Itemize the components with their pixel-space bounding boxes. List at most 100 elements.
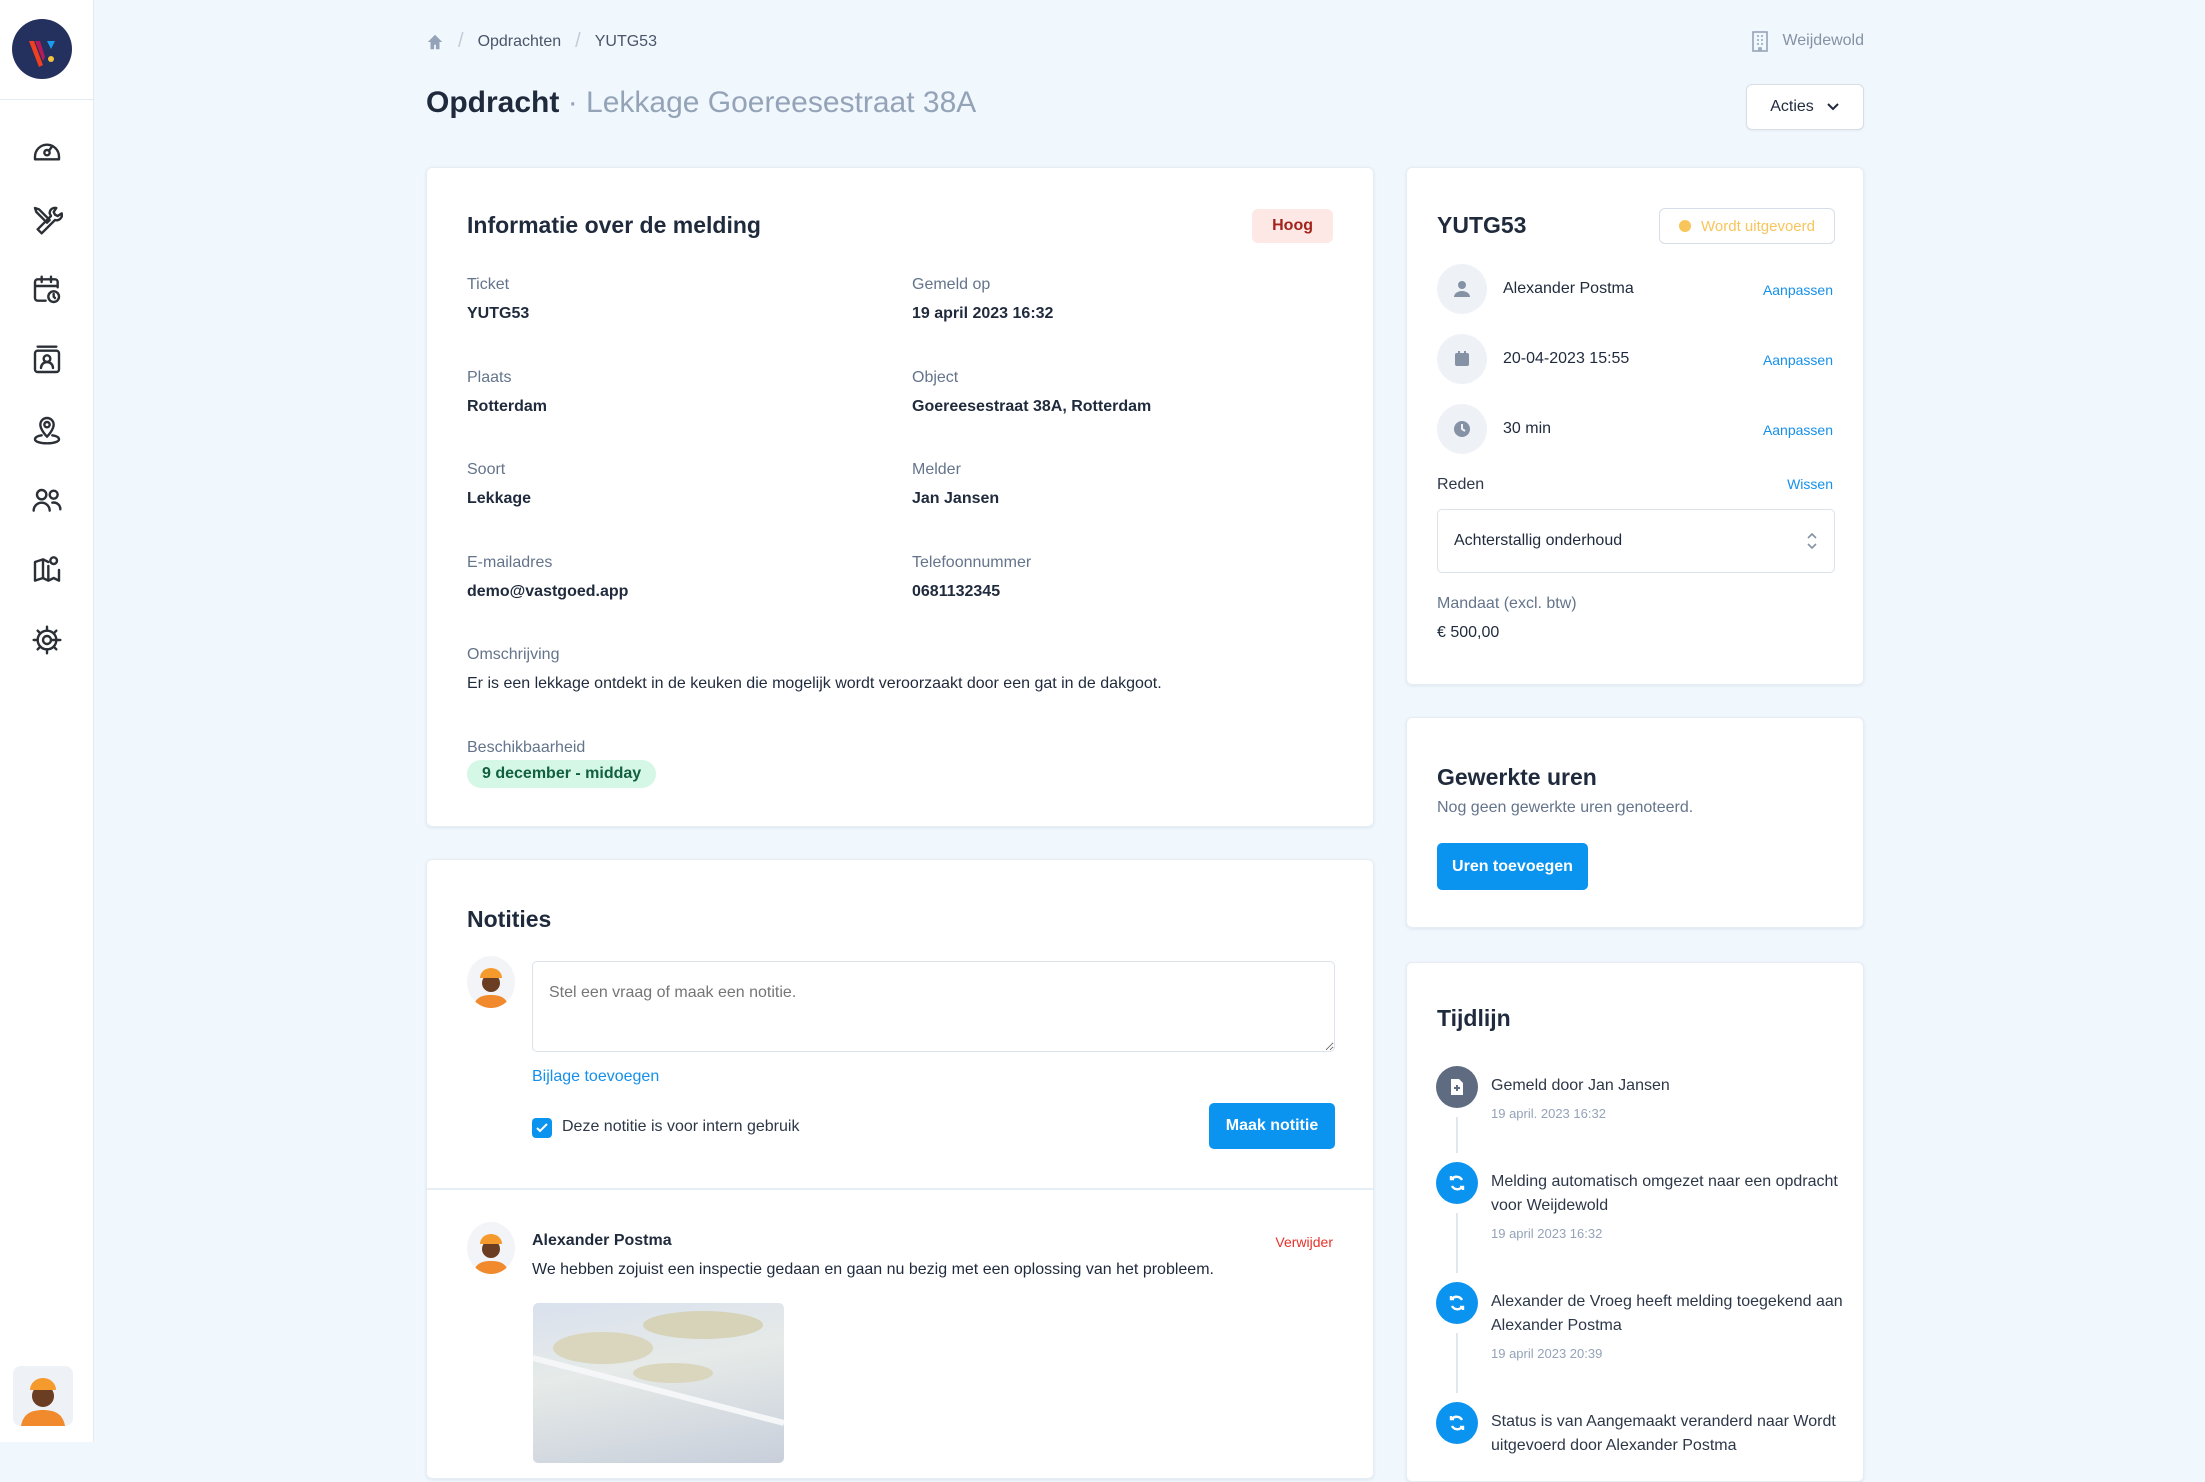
description-value: Er is een lekkage ontdekt in de keuken d… [467, 675, 1162, 692]
breadcrumb-current: YUTG53 [594, 32, 657, 50]
organization: Weijdewold [1750, 30, 1864, 52]
field-label: Ticket [467, 276, 510, 293]
field-value: 19 april 2023 16:32 [912, 305, 1054, 322]
page-subtitle: Lekkage Goereesestraat 38A [586, 86, 977, 119]
timeline-item-date: 19 april 2023 16:32 [1491, 1226, 1603, 1241]
breadcrumb-separator: / [575, 30, 581, 52]
sidebar [0, 0, 94, 1442]
user-icon [1437, 264, 1487, 314]
chevron-down-icon [1827, 103, 1839, 111]
date-value: 20-04-2023 15:55 [1503, 350, 1630, 367]
delete-note-link[interactable]: Verwijder [1275, 1234, 1333, 1250]
internal-checkbox[interactable] [532, 1118, 552, 1138]
note-input[interactable] [532, 961, 1335, 1052]
sidebar-item-contacts[interactable] [27, 340, 67, 380]
sidebar-item-settings[interactable] [27, 620, 67, 660]
app-logo[interactable] [12, 19, 72, 79]
field-label: Plaats [467, 369, 512, 386]
assignment-id: YUTG53 [1437, 212, 1527, 238]
reason-select[interactable]: Achterstallig onderhoud [1437, 509, 1835, 573]
organization-name: Weijdewold [1782, 32, 1864, 49]
status-badge: Wordt uitgevoerd [1659, 208, 1835, 244]
dashboard-icon [33, 143, 61, 161]
create-note-button[interactable]: Maak notitie [1209, 1103, 1335, 1149]
edit-duration-link[interactable]: Aanpassen [1762, 422, 1833, 438]
add-hours-button[interactable]: Uren toevoegen [1437, 843, 1588, 890]
breadcrumb-separator: / [458, 30, 464, 52]
field-value: Lekkage [467, 490, 532, 507]
edit-assignee-link[interactable]: Aanpassen [1762, 282, 1833, 298]
info-card-title: Informatie over de melding [467, 212, 761, 238]
actions-dropdown[interactable]: Acties [1746, 84, 1864, 130]
timeline-item-text: Gemeld door Jan Jansen [1491, 1077, 1670, 1094]
sync-icon [1436, 1402, 1478, 1444]
add-attachment-link[interactable]: Bijlage toevoegen [532, 1068, 660, 1085]
clear-reason-link[interactable]: Wissen [1787, 476, 1833, 492]
sidebar-item-planning[interactable] [27, 270, 67, 310]
timeline-title: Tijdlijn [1437, 1005, 1511, 1031]
duration-value: 30 min [1503, 420, 1552, 437]
field-value: YUTG53 [467, 305, 530, 322]
availability-badge: 9 december - midday [467, 760, 657, 788]
hours-title: Gewerkte uren [1437, 764, 1597, 790]
timeline-connector [1456, 1117, 1458, 1153]
timeline-item-date: 19 april 2023 20:39 [1491, 1346, 1603, 1361]
timeline-card: Tijdlijn Gemeld door Jan Jansen 19 april… [1406, 962, 1864, 1482]
check-icon [536, 1123, 548, 1133]
map-icon [33, 556, 61, 582]
edit-date-link[interactable]: Aanpassen [1762, 352, 1833, 368]
location-icon [33, 416, 61, 445]
hours-card: Gewerkte uren Nog geen gewerkte uren gen… [1406, 717, 1864, 928]
sidebar-item-map[interactable] [27, 550, 67, 590]
breadcrumb-opdrachten[interactable]: Opdrachten [477, 32, 562, 50]
note-author-avatar [467, 1222, 515, 1274]
field-label: Object [912, 369, 959, 386]
field-value: Jan Jansen [912, 490, 1000, 507]
users-icon [32, 488, 62, 512]
assignee-value: Alexander Postma [1503, 280, 1634, 297]
hours-empty-text: Nog geen gewerkte uren genoteerd. [1437, 799, 1694, 816]
field-label: Soort [467, 461, 506, 478]
info-card: Informatie over de melding Hoog Ticket Y… [426, 167, 1374, 827]
calendar-clock-icon [33, 275, 61, 304]
field-label: Gemeld op [912, 276, 991, 293]
internal-checkbox-label[interactable]: Deze notitie is voor intern gebruik [562, 1118, 800, 1135]
note-author: Alexander Postma [532, 1232, 672, 1249]
availability-label: Beschikbaarheid [467, 739, 586, 756]
file-plus-icon [1436, 1066, 1478, 1108]
status-label: Wordt uitgevoerd [1701, 217, 1815, 235]
timeline-item-text: Status is van Aangemaakt veranderd naar … [1491, 1413, 1836, 1454]
timeline-connector [1456, 1333, 1458, 1393]
select-arrows-icon [1807, 532, 1817, 550]
priority-badge: Hoog [1252, 209, 1333, 243]
current-user-avatar [467, 956, 515, 1008]
user-avatar[interactable] [13, 1366, 73, 1426]
description-label: Omschrijving [467, 646, 560, 663]
summary-card: YUTG53 Wordt uitgevoerd Alexander Postma… [1406, 167, 1864, 685]
sidebar-divider [0, 99, 94, 100]
home-icon[interactable] [426, 33, 444, 51]
sidebar-item-dashboard[interactable] [27, 130, 67, 170]
status-dot [1679, 220, 1692, 232]
sidebar-item-tools[interactable] [27, 200, 67, 240]
notes-card: Notities Bijlage toevoegen Deze notitie … [426, 859, 1374, 1479]
calendar-icon [1437, 334, 1487, 384]
clock-icon [1437, 404, 1487, 454]
note-attachment-image[interactable] [533, 1303, 784, 1463]
field-value: 0681132345 [912, 583, 1001, 600]
reason-value: Achterstallig onderhoud [1454, 532, 1623, 549]
field-value: Goereesestraat 38A, Rotterdam [912, 398, 1152, 415]
sidebar-item-users[interactable] [27, 480, 67, 520]
mandate-value: € 500,00 [1437, 624, 1500, 641]
timeline-connector [1456, 1213, 1458, 1273]
field-label: Telefoonnummer [912, 554, 1032, 571]
mandate-label: Mandaat (excl. btw) [1437, 595, 1577, 612]
page-title: Opdracht · Lekkage Goereesestraat 38A [426, 86, 977, 119]
notes-divider [427, 1188, 1373, 1190]
contacts-icon [33, 345, 61, 374]
field-value: demo@vastgoed.app [467, 583, 629, 600]
sidebar-item-locations[interactable] [27, 410, 67, 450]
settings-icon [32, 625, 62, 655]
sync-icon [1436, 1162, 1478, 1204]
timeline-item-text: Melding automatisch omgezet naar een opd… [1491, 1173, 1838, 1214]
